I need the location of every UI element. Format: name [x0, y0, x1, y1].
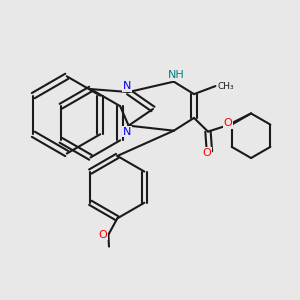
Text: O: O [224, 118, 233, 128]
Text: N: N [123, 81, 131, 91]
Text: NH: NH [168, 70, 185, 80]
Text: O: O [99, 230, 107, 240]
Text: O: O [203, 148, 212, 158]
Text: CH₃: CH₃ [218, 82, 234, 91]
Text: N: N [123, 127, 131, 136]
